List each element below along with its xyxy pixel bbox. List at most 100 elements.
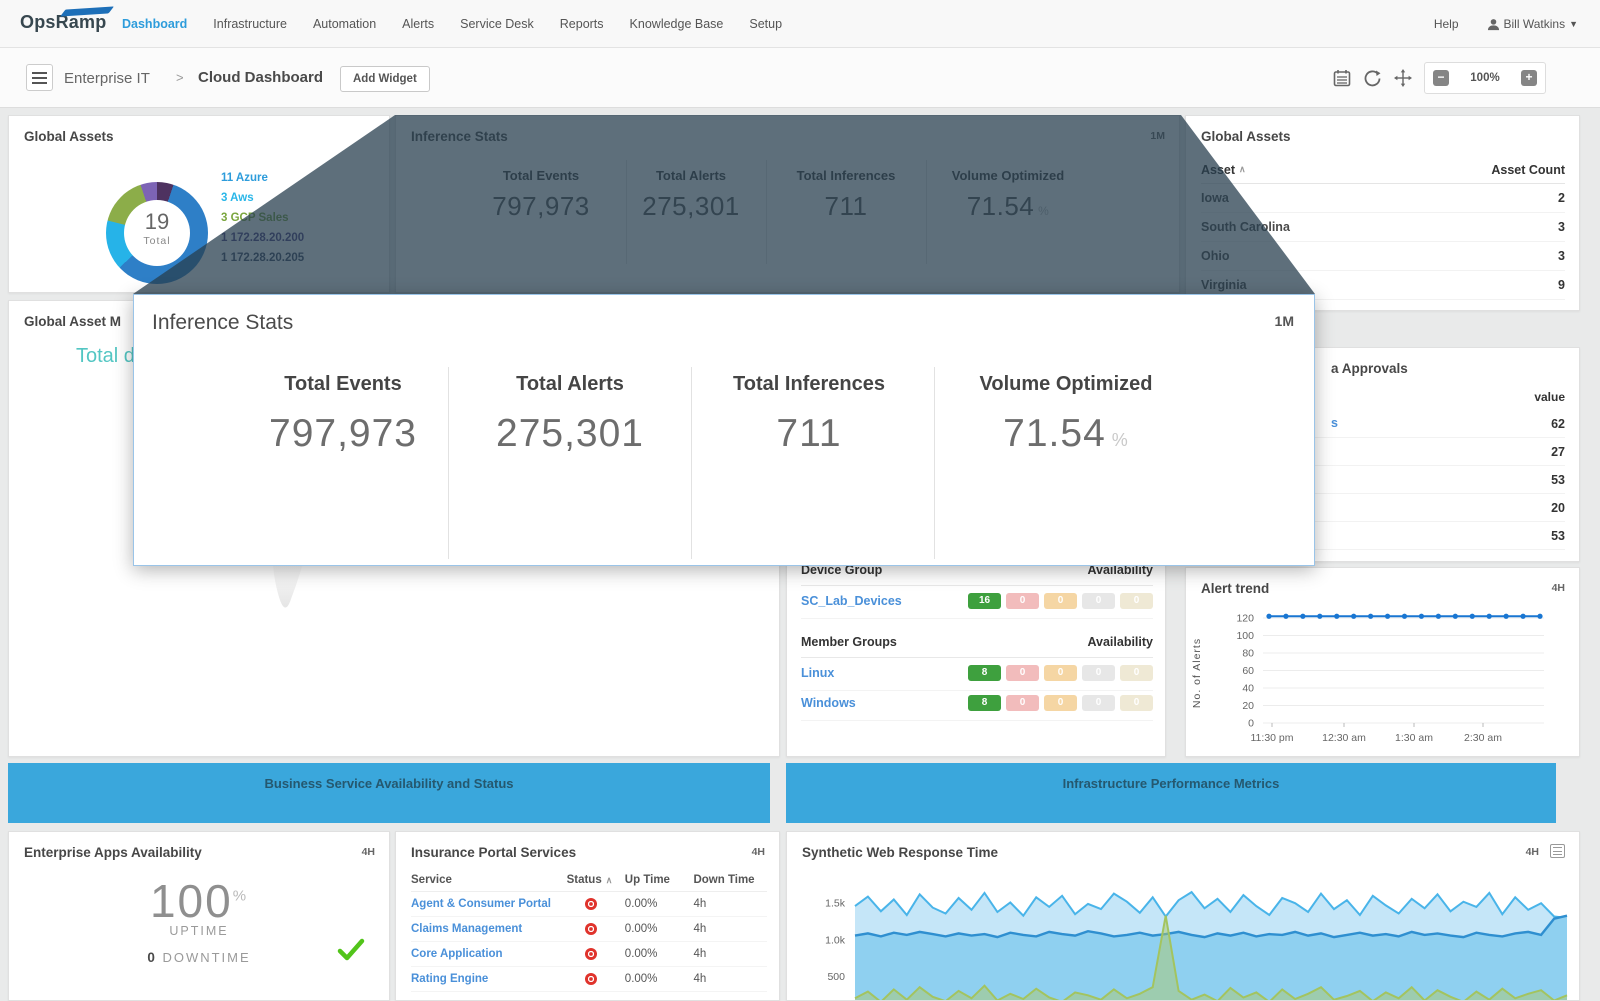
stat-suffix: %: [1034, 204, 1049, 218]
service-status: [558, 898, 625, 910]
range-badge[interactable]: 4H: [1552, 582, 1565, 594]
asset-count: 3: [1558, 220, 1565, 234]
availability-badge[interactable]: 0: [1120, 593, 1153, 609]
move-icon[interactable]: [1394, 69, 1412, 87]
asset-name: Virginia: [1201, 278, 1247, 292]
menu-hamburger-button[interactable]: [26, 64, 53, 91]
service-row[interactable]: Rating Engine0.00%4h: [411, 967, 767, 992]
add-widget-button[interactable]: Add Widget: [340, 66, 430, 92]
legend-item[interactable]: 1 172.28.20.205: [221, 252, 304, 264]
y-tick-label: 500: [827, 971, 845, 983]
nav-item-dashboard[interactable]: Dashboard: [122, 17, 187, 31]
user-menu[interactable]: Bill Watkins ▼: [1487, 17, 1579, 31]
legend-item[interactable]: 1 172.28.20.200: [221, 232, 304, 244]
col-availability[interactable]: Availability: [1087, 635, 1153, 649]
group-link[interactable]: SC_Lab_Devices: [801, 594, 902, 608]
col-member-groups[interactable]: Member Groups: [801, 635, 897, 649]
alert-trend-chart[interactable]: 12010080604020011:30 pm12:30 am1:30 am2:…: [1186, 598, 1579, 756]
service-link[interactable]: Rating Engine: [411, 973, 558, 985]
stat-divider: [691, 367, 692, 559]
service-downtime: 4h: [693, 898, 767, 910]
table-row[interactable]: Ohio3: [1201, 242, 1565, 271]
availability-badge[interactable]: 0: [1082, 593, 1115, 609]
availability-badge[interactable]: 8: [968, 665, 1001, 681]
col-status[interactable]: Status∧: [558, 874, 625, 886]
col-value[interactable]: value: [1534, 390, 1565, 404]
calendar-icon[interactable]: [1333, 69, 1351, 87]
nav-item-knowledge-base[interactable]: Knowledge Base: [630, 17, 724, 31]
availability-badge[interactable]: 0: [1044, 695, 1077, 711]
check-icon: [337, 938, 365, 962]
range-badge[interactable]: 4H: [752, 846, 765, 858]
availability-badge[interactable]: 0: [1120, 665, 1153, 681]
stat-value: 275,301: [496, 412, 644, 456]
availability-badge[interactable]: 0: [1044, 665, 1077, 681]
stat-label: Volume Optimized: [980, 373, 1153, 396]
asset-count: 3: [1558, 249, 1565, 263]
downtime-label: DOWNTIME: [162, 950, 250, 965]
refresh-icon[interactable]: [1363, 69, 1381, 87]
availability-badge[interactable]: 0: [1006, 593, 1039, 609]
service-uptime: 0.00%: [625, 973, 694, 985]
sort-asc-icon[interactable]: ∧: [1239, 164, 1246, 175]
availability-badge[interactable]: 0: [1006, 695, 1039, 711]
synthetic-response-chart[interactable]: 1.5k1.0k500: [787, 832, 1579, 1000]
legend-item[interactable]: 11 Azure: [221, 172, 304, 184]
availability-badge[interactable]: 0: [1120, 695, 1153, 711]
data-point: [1470, 614, 1475, 619]
opsramp-dashboard: OpsRamp Dashboard Infrastructure Automatio…: [0, 0, 1600, 1001]
service-row[interactable]: Core Application0.00%4h: [411, 942, 767, 967]
range-badge[interactable]: 1M: [1150, 130, 1165, 142]
range-badge[interactable]: 4H: [362, 846, 375, 858]
availability-badge[interactable]: 8: [968, 695, 1001, 711]
stat-total-events: Total Events797,973: [492, 168, 589, 222]
nav-item-setup[interactable]: Setup: [749, 17, 782, 31]
availability-badge[interactable]: 0: [1082, 665, 1115, 681]
nav-item-infrastructure[interactable]: Infrastructure: [213, 17, 287, 31]
service-row[interactable]: Agent & Consumer Portal0.00%4h: [411, 892, 767, 917]
zoom-in-button[interactable]: +: [1521, 70, 1537, 86]
breadcrumb-root[interactable]: Enterprise IT: [64, 70, 150, 87]
col-asset[interactable]: Asset: [1201, 163, 1235, 177]
downtime-line: 0 DOWNTIME: [9, 950, 389, 965]
service-link[interactable]: Agent & Consumer Portal: [411, 898, 558, 910]
availability-badge[interactable]: 0: [1082, 695, 1115, 711]
service-row[interactable]: Claims Management0.00%4h: [411, 917, 767, 942]
col-service[interactable]: Service: [411, 874, 558, 886]
group-link[interactable]: Linux: [801, 666, 834, 680]
inference-stats-modal[interactable]: Inference Stats 1M Total Events797,973To…: [133, 294, 1315, 566]
widget-insurance-portal-services: Insurance Portal Services 4H Service Sta…: [395, 831, 780, 1001]
group-link[interactable]: Windows: [801, 696, 856, 710]
availability-badge[interactable]: 16: [968, 593, 1001, 609]
nav-item-reports[interactable]: Reports: [560, 17, 604, 31]
widget-title: a Approvals: [1331, 361, 1408, 376]
data-point: [1351, 614, 1356, 619]
legend-item[interactable]: 3 Aws: [221, 192, 304, 204]
table-row[interactable]: Iowa2: [1201, 184, 1565, 213]
device-group-row[interactable]: Linux80000: [801, 665, 1153, 691]
help-link[interactable]: Help: [1434, 17, 1459, 31]
device-group-row[interactable]: SC_Lab_Devices160000: [801, 593, 1153, 619]
nav-item-service-desk[interactable]: Service Desk: [460, 17, 534, 31]
service-link[interactable]: Core Application: [411, 948, 558, 960]
stat-value: 711: [733, 412, 885, 456]
range-badge[interactable]: 1M: [1275, 313, 1294, 329]
legend-item[interactable]: 3 GCP Sales: [221, 212, 304, 224]
opsramp-logo[interactable]: OpsRamp: [20, 12, 106, 33]
col-up-time[interactable]: Up Time: [625, 874, 694, 886]
stat-suffix: %: [1106, 430, 1129, 450]
device-group-row[interactable]: Windows80000: [801, 695, 1153, 721]
table-row[interactable]: South Carolina3: [1201, 213, 1565, 242]
widget-title: Global Assets: [1201, 129, 1291, 144]
stat-divider: [926, 160, 927, 264]
zoom-out-button[interactable]: −: [1433, 70, 1449, 86]
availability-badge[interactable]: 0: [1006, 665, 1039, 681]
col-down-time[interactable]: Down Time: [693, 874, 767, 886]
service-link[interactable]: Claims Management: [411, 923, 558, 935]
col-asset-count[interactable]: Asset Count: [1491, 163, 1565, 177]
nav-item-alerts[interactable]: Alerts: [402, 17, 434, 31]
widget-inference-stats: Inference Stats 1M Total Events797,973To…: [395, 115, 1180, 293]
nav-item-automation[interactable]: Automation: [313, 17, 376, 31]
y-tick-label: 120: [1236, 613, 1254, 625]
availability-badge[interactable]: 0: [1044, 593, 1077, 609]
